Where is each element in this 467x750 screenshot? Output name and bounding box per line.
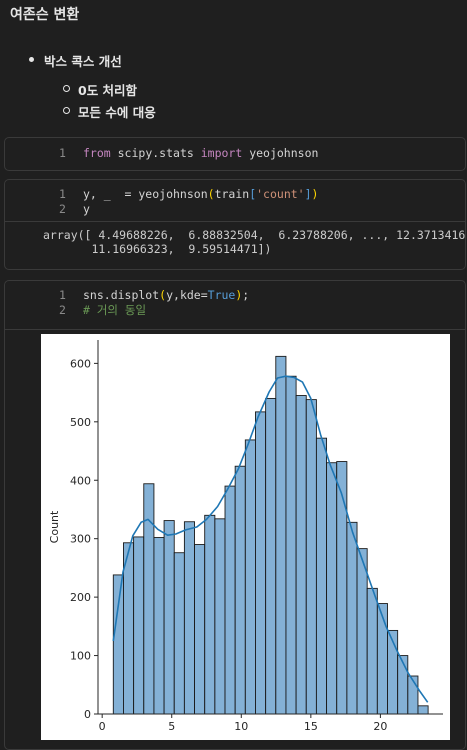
code-text[interactable]: # 거의 동일 — [83, 303, 146, 318]
code-token: 'count' — [256, 187, 305, 201]
code-text[interactable]: from scipy.stats import yeojohnson — [83, 146, 318, 161]
y-tick-label: 300 — [70, 533, 91, 546]
histogram-bar — [305, 399, 317, 715]
markdown-heading: 여존슨 변환 — [10, 7, 80, 23]
kde-line — [112, 375, 429, 703]
plot-image: 0 100 200 300 400 500 600 0 5 10 15 20 Count — [41, 334, 450, 740]
code-line[interactable]: 1 sns.displot(y,kde=True); — [5, 288, 465, 303]
histogram-bar — [234, 465, 246, 715]
histogram-chart: 0 100 200 300 400 500 600 0 5 10 15 20 Count — [48, 340, 443, 733]
line-number: 2 — [59, 303, 66, 317]
y-tick-label: 100 — [70, 650, 91, 663]
code-token: y, _ = yeojohnson — [83, 187, 208, 201]
code-token: ) — [311, 187, 319, 201]
histogram-bar — [295, 395, 307, 715]
bullet-list: 박스 콕스 개선 — [28, 51, 122, 71]
code-token: yeojohnson — [242, 146, 319, 160]
histogram-bar — [244, 439, 256, 715]
sub-bullet-list: 0도 처리함 모든 수에 대응 — [62, 80, 156, 124]
histogram-bar — [366, 587, 378, 715]
histogram-bar — [275, 355, 287, 715]
line-number: 1 — [59, 288, 66, 302]
x-tick-label: 20 — [373, 720, 387, 733]
y-tick-label: 400 — [70, 474, 91, 487]
x-tick-label: 5 — [168, 720, 175, 733]
histogram-bar — [143, 483, 155, 715]
code-editor[interactable]: 1 from scipy.stats import yeojohnson — [5, 138, 465, 161]
histogram-bar — [326, 462, 338, 715]
line-number: 2 — [59, 202, 66, 216]
sub-bullet-item: 모든 수에 대응 — [62, 102, 156, 124]
code-token: import — [200, 146, 243, 160]
histogram-bar — [255, 411, 267, 715]
y-axis-label: Count — [48, 510, 61, 543]
histogram-bar — [183, 521, 195, 715]
code-token: y — [83, 202, 90, 216]
code-token: y,kde= — [166, 288, 208, 302]
x-tick-label: 15 — [304, 720, 318, 733]
histogram-bar — [376, 603, 388, 715]
histogram-bar — [214, 518, 226, 715]
histogram-bar — [397, 655, 409, 715]
code-text[interactable]: y — [83, 202, 90, 217]
histogram-bar — [346, 521, 358, 715]
code-token: scipy.stats — [110, 146, 201, 160]
cell-output: array([ 4.49688226, 6.88832504, 6.237882… — [5, 221, 465, 271]
histogram-bar — [133, 536, 145, 715]
code-line[interactable]: 1 y, _ = yeojohnson(train['count']) — [5, 187, 465, 202]
code-token: ( — [159, 288, 167, 302]
code-editor[interactable]: 1 sns.displot(y,kde=True); 2 # 거의 동일 — [5, 281, 465, 329]
histogram-bar — [194, 544, 206, 715]
histogram-bar — [123, 542, 135, 715]
x-tick-label: 10 — [234, 720, 248, 733]
code-text[interactable]: sns.displot(y,kde=True); — [83, 288, 249, 303]
code-token: [ — [249, 187, 257, 201]
code-token: ] — [304, 187, 312, 201]
histogram-bar — [356, 548, 368, 715]
histogram-bar — [387, 629, 399, 715]
histogram-bar — [112, 574, 124, 715]
code-token: sns.displot — [83, 288, 160, 302]
histogram-bar — [153, 537, 165, 715]
histogram-bar — [315, 437, 328, 715]
x-tick-label: 0 — [99, 720, 106, 733]
line-number: 1 — [59, 146, 66, 160]
histogram-bar — [417, 705, 429, 715]
code-cell-transform[interactable]: 1 y, _ = yeojohnson(train['count']) 2 y arr… — [4, 179, 466, 270]
code-line[interactable]: 1 from scipy.stats import yeojohnson — [5, 146, 465, 161]
histogram-bar — [224, 485, 236, 715]
code-token: True — [207, 288, 236, 302]
y-tick-label: 600 — [70, 357, 91, 370]
histogram-bar — [173, 552, 185, 715]
code-token: train — [214, 187, 250, 201]
histogram-bar — [163, 520, 175, 715]
code-editor[interactable]: 1 y, _ = yeojohnson(train['count']) 2 y — [5, 180, 465, 221]
sub-bullet-item: 0도 처리함 — [62, 80, 156, 102]
code-token: ; — [242, 288, 250, 302]
y-tick-label: 0 — [84, 708, 91, 721]
histogram-bar — [285, 375, 297, 715]
code-token: ) — [235, 288, 243, 302]
code-token: # 거의 동일 — [83, 303, 147, 317]
y-tick-label: 500 — [70, 416, 91, 429]
code-token: ( — [207, 187, 215, 201]
histogram-bar — [204, 514, 216, 715]
y-tick-label: 200 — [70, 591, 91, 604]
line-number: 1 — [59, 187, 66, 201]
code-line[interactable]: 2 # 거의 동일 — [5, 303, 465, 318]
histogram-bar — [336, 461, 348, 715]
code-cell-import[interactable]: 1 from scipy.stats import yeojohnson — [4, 137, 466, 171]
histogram-bar — [265, 397, 277, 715]
code-token: from — [83, 146, 111, 160]
cell-output — [5, 329, 465, 750]
code-text[interactable]: y, _ = yeojohnson(train['count']) — [83, 187, 318, 202]
bullet-item: 박스 콕스 개선 — [28, 51, 122, 71]
